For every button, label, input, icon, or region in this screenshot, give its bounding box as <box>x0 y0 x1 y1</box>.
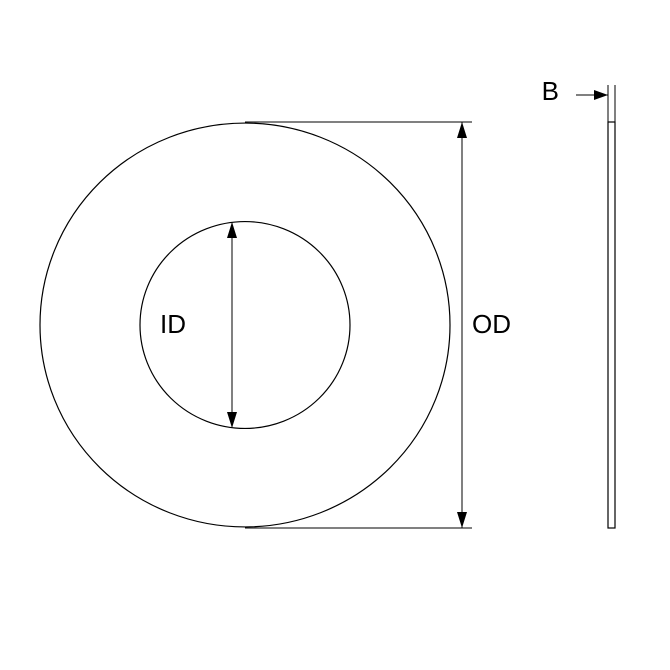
b-arrow-icon <box>594 90 608 100</box>
b-label: B <box>542 76 559 106</box>
side-profile-rect <box>608 122 615 528</box>
od-label: OD <box>472 309 511 339</box>
id-arrow-bottom <box>227 412 237 428</box>
outer-diameter-circle <box>40 123 450 527</box>
id-dimension: ID <box>160 222 237 428</box>
id-arrow-top <box>227 222 237 238</box>
od-arrow-top <box>457 122 467 138</box>
washer-side-view <box>608 122 615 528</box>
id-label: ID <box>160 309 186 339</box>
washer-dimension-diagram: OD ID B <box>0 0 670 670</box>
b-dimension: B <box>542 76 615 122</box>
od-dimension: OD <box>245 122 511 528</box>
washer-front-view <box>40 123 450 527</box>
od-arrow-bottom <box>457 512 467 528</box>
